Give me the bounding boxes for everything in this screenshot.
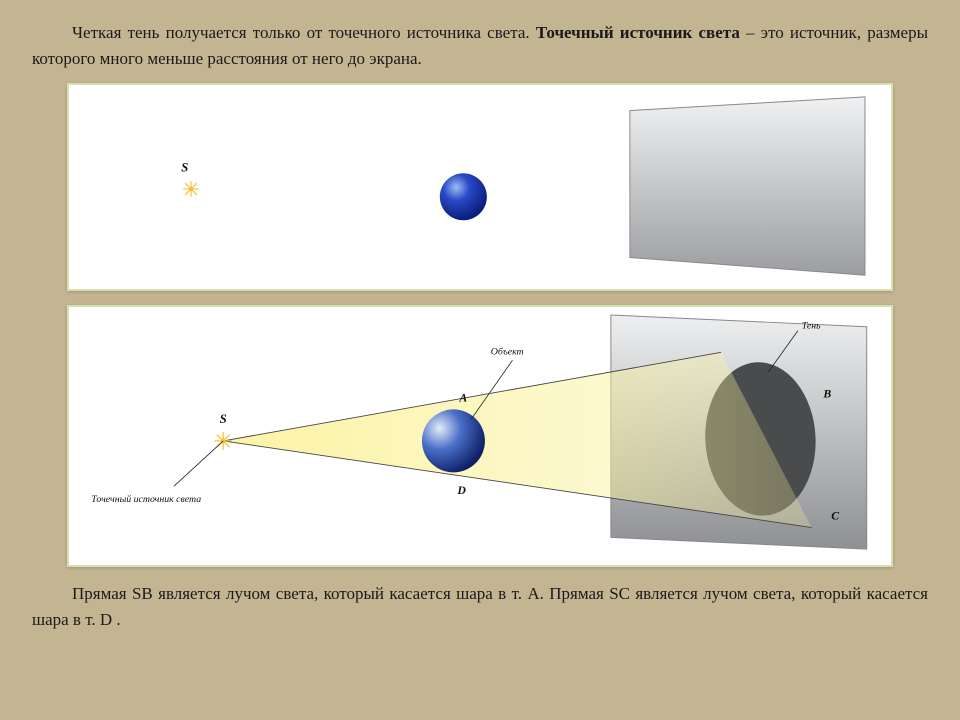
intro-before-bold: Четкая тень получается только от точечно…: [72, 23, 536, 42]
label-B: B: [822, 387, 831, 401]
intro-paragraph: Четкая тень получается только от точечно…: [32, 20, 928, 71]
light-beam: [223, 352, 811, 527]
screen-1: [630, 97, 865, 275]
source-label-2: S: [220, 412, 227, 426]
sphere-2: [422, 409, 485, 472]
label-D: D: [456, 483, 466, 497]
diagram-panel-2: S Точечный источник света Объект Тень A …: [67, 305, 893, 567]
shadow-annot-text: Тень: [802, 321, 821, 332]
label-A: A: [458, 391, 467, 405]
source-annot-text: Точечный источник света: [91, 494, 201, 505]
sphere-1: [440, 173, 487, 220]
intro-bold-term: Точечный источник света: [536, 23, 740, 42]
label-C: C: [831, 509, 839, 523]
outro-paragraph: Прямая SB является лучом света, который …: [32, 581, 928, 632]
diagram-panel-1: S: [67, 83, 893, 291]
diagram-2-svg: S Точечный источник света Объект Тень A …: [75, 313, 885, 559]
object-annot-text: Объект: [491, 346, 524, 357]
outro-text: Прямая SB является лучом света, который …: [32, 584, 928, 629]
source-label-1: S: [181, 160, 188, 174]
diagram-1-svg: S: [75, 91, 885, 283]
source-annot-line: [174, 441, 223, 486]
light-source-1: [183, 181, 199, 197]
